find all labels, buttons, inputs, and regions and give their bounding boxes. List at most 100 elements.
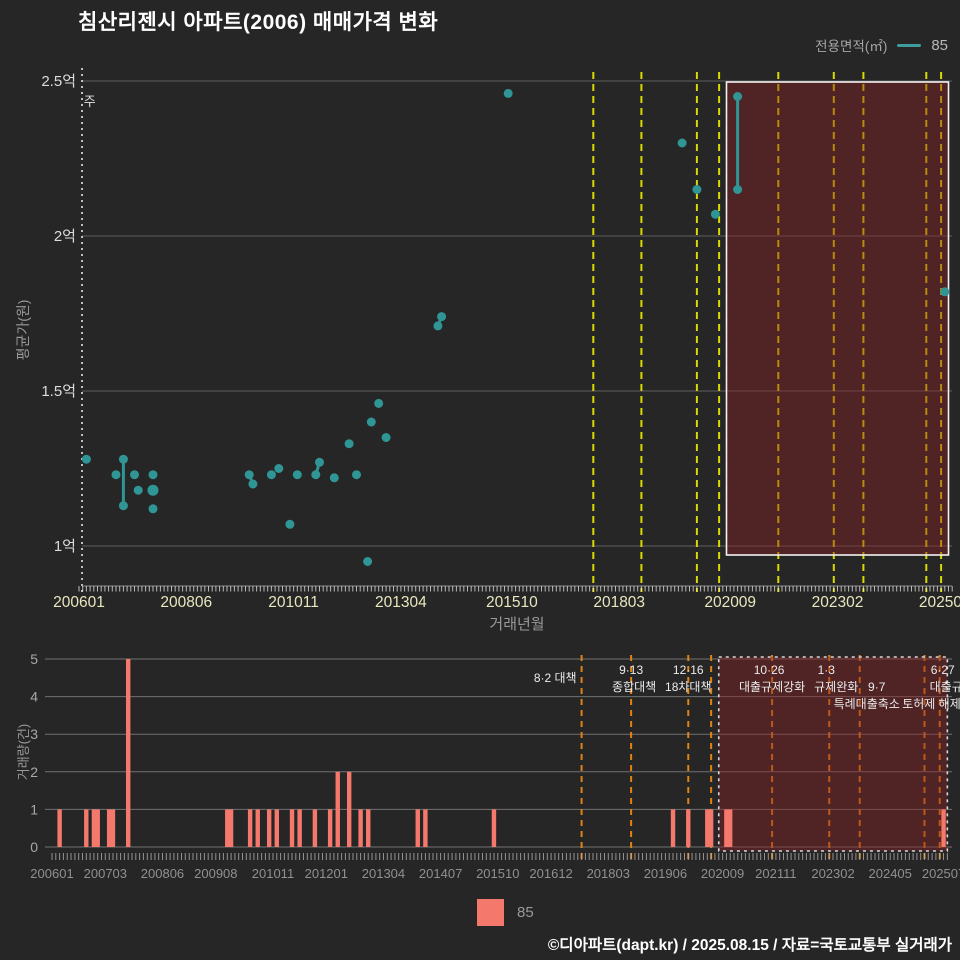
price-point-200603 <box>81 454 91 464</box>
regulation-zone-bottom[interactable] <box>718 657 948 851</box>
price-point-201007 <box>274 464 284 473</box>
policy-annotation-201809: 9·13 <box>619 663 643 677</box>
volume-x-tick-label: 201201 <box>305 866 348 881</box>
volume-x-tick-label: 200908 <box>194 866 237 881</box>
price-point-201402 <box>433 321 443 331</box>
price-point-200611 <box>111 470 121 480</box>
regulation-zone-top-border <box>725 81 950 556</box>
volume-x-tick-label: 201011 <box>252 866 294 881</box>
price-point-201012 <box>292 470 302 480</box>
volume-bar-202005 <box>705 809 710 847</box>
price-point-202011 <box>733 185 743 194</box>
volume-x-tick-label: 201612 <box>529 866 572 881</box>
policy-annotation-201708: 8·2 대책 <box>534 670 577 685</box>
volume-bar-201007 <box>255 809 260 847</box>
price-point-201207 <box>363 557 373 566</box>
volume-bar-200704 <box>106 809 112 847</box>
price-point-201208 <box>366 417 376 427</box>
price-x-tick-label: 201510 <box>486 594 538 611</box>
volume-y-axis-title: 거래량(건) <box>16 724 31 781</box>
volume-x-tick-label: 202111 <box>755 866 796 881</box>
volume-bar-202010 <box>724 809 729 847</box>
regulation-zone-top[interactable] <box>726 82 949 555</box>
volume-bar-201012 <box>274 809 279 847</box>
volume-y-tick-label: 4 <box>30 689 38 705</box>
price-point-201212 <box>381 433 391 442</box>
policy-annotation-201912: 18차대책 <box>665 679 711 694</box>
price-point-201912 <box>692 185 702 194</box>
volume-bar-200705 <box>110 809 116 847</box>
price-x-tick-label: 201803 <box>593 594 645 611</box>
teal-line-swatch-icon <box>897 43 922 47</box>
policy-annotation-202502: 토허제 해제 <box>902 697 960 711</box>
volume-x-tick-label: 202405 <box>869 866 912 881</box>
volume-bar-200709 <box>126 659 131 847</box>
volume-x-tick-label: 200806 <box>141 866 184 881</box>
volume-bar-202011 <box>727 809 733 847</box>
volume-x-tick-label: 201510 <box>476 866 519 881</box>
policy-annotation-202309: 특례대출축소 <box>834 697 900 711</box>
price-point-201509 <box>503 88 513 98</box>
volume-y-tick-label: 5 <box>30 651 38 667</box>
volume-bar-201210 <box>358 809 363 847</box>
price-point-200704 <box>130 470 139 480</box>
price-point-201210 <box>374 398 384 408</box>
volume-bar-201202 <box>327 809 333 847</box>
volume-bar-201403 <box>423 809 428 847</box>
policy-annotation-202309: 9·7 <box>868 680 886 694</box>
price-point-201204 <box>352 470 361 480</box>
price-point-200911 <box>244 470 254 480</box>
price-x-tick-label: 202302 <box>812 594 864 611</box>
volume-bar-201912 <box>686 809 691 847</box>
policy-annotation-201809: 종합대책 <box>612 679 656 694</box>
policy-annotation-202506: 대출규제 <box>930 680 960 694</box>
price-x-tick-label: 201011 <box>268 594 319 611</box>
volume-y-tick-label: 2 <box>30 764 38 780</box>
policy-annotation-201912: 12·16 <box>673 663 704 677</box>
policy-annotation-202301: 규제완화 <box>814 680 858 694</box>
volume-bar-201908 <box>670 809 676 847</box>
volume-x-tick-label: 202302 <box>811 866 854 881</box>
area-legend-label: 전용면적(㎡) <box>815 39 888 54</box>
policy-annotation-202110: 대출규제강화 <box>739 680 805 694</box>
volume-bar-200911 <box>225 809 230 847</box>
volume-bar-201005 <box>247 809 253 847</box>
price-point-201202 <box>344 439 354 449</box>
price-point-202507 <box>940 287 950 297</box>
volume-x-tick-label: 201304 <box>362 866 405 881</box>
price-x-tick-label: 200806 <box>160 594 212 611</box>
price-point-201110 <box>329 473 339 483</box>
price-point-200709 <box>148 504 158 514</box>
volume-bar-201207 <box>346 771 352 847</box>
price-point-202005 <box>710 209 720 219</box>
volume-bar-201110 <box>312 809 318 847</box>
volume-bar-200612 <box>91 809 97 847</box>
price-point-201908 <box>677 138 687 148</box>
price-point-202011 <box>733 92 743 101</box>
policy-annotation-202506: 6·27 <box>931 663 955 677</box>
volume-bar-200610 <box>84 809 89 847</box>
area-legend[interactable]: 전용면적(㎡) 85 <box>815 35 948 55</box>
series-legend[interactable]: 85 <box>477 899 534 926</box>
volume-x-tick-label: 201803 <box>587 866 630 881</box>
volume-bar-200701 <box>95 809 100 847</box>
series-legend-value: 85 <box>517 904 534 921</box>
price-point-200709 <box>147 484 159 496</box>
price-point-201106 <box>315 457 324 467</box>
price-point-201105 <box>311 470 321 480</box>
regulation-zone-bottom-border <box>717 656 949 852</box>
volume-bar-201509 <box>491 809 497 847</box>
price-point-201403 <box>437 312 447 322</box>
price-x-tick-label: 202507 <box>919 594 960 611</box>
volume-x-tick-label: 200703 <box>84 866 127 881</box>
volume-y-tick-label: 1 <box>30 801 38 817</box>
price-x-tick-label: 200601 <box>53 594 105 611</box>
volume-bar-200912 <box>228 809 234 847</box>
price-x-axis-title: 거래년월 <box>489 616 544 633</box>
volume-bar-202006 <box>708 809 714 847</box>
volume-x-tick-label: 202507 <box>922 866 960 881</box>
volume-x-ticks <box>51 853 948 860</box>
price-y-axis-title: 평균가(원) <box>15 300 31 361</box>
price-y-tick-label: 2억 <box>54 228 76 245</box>
